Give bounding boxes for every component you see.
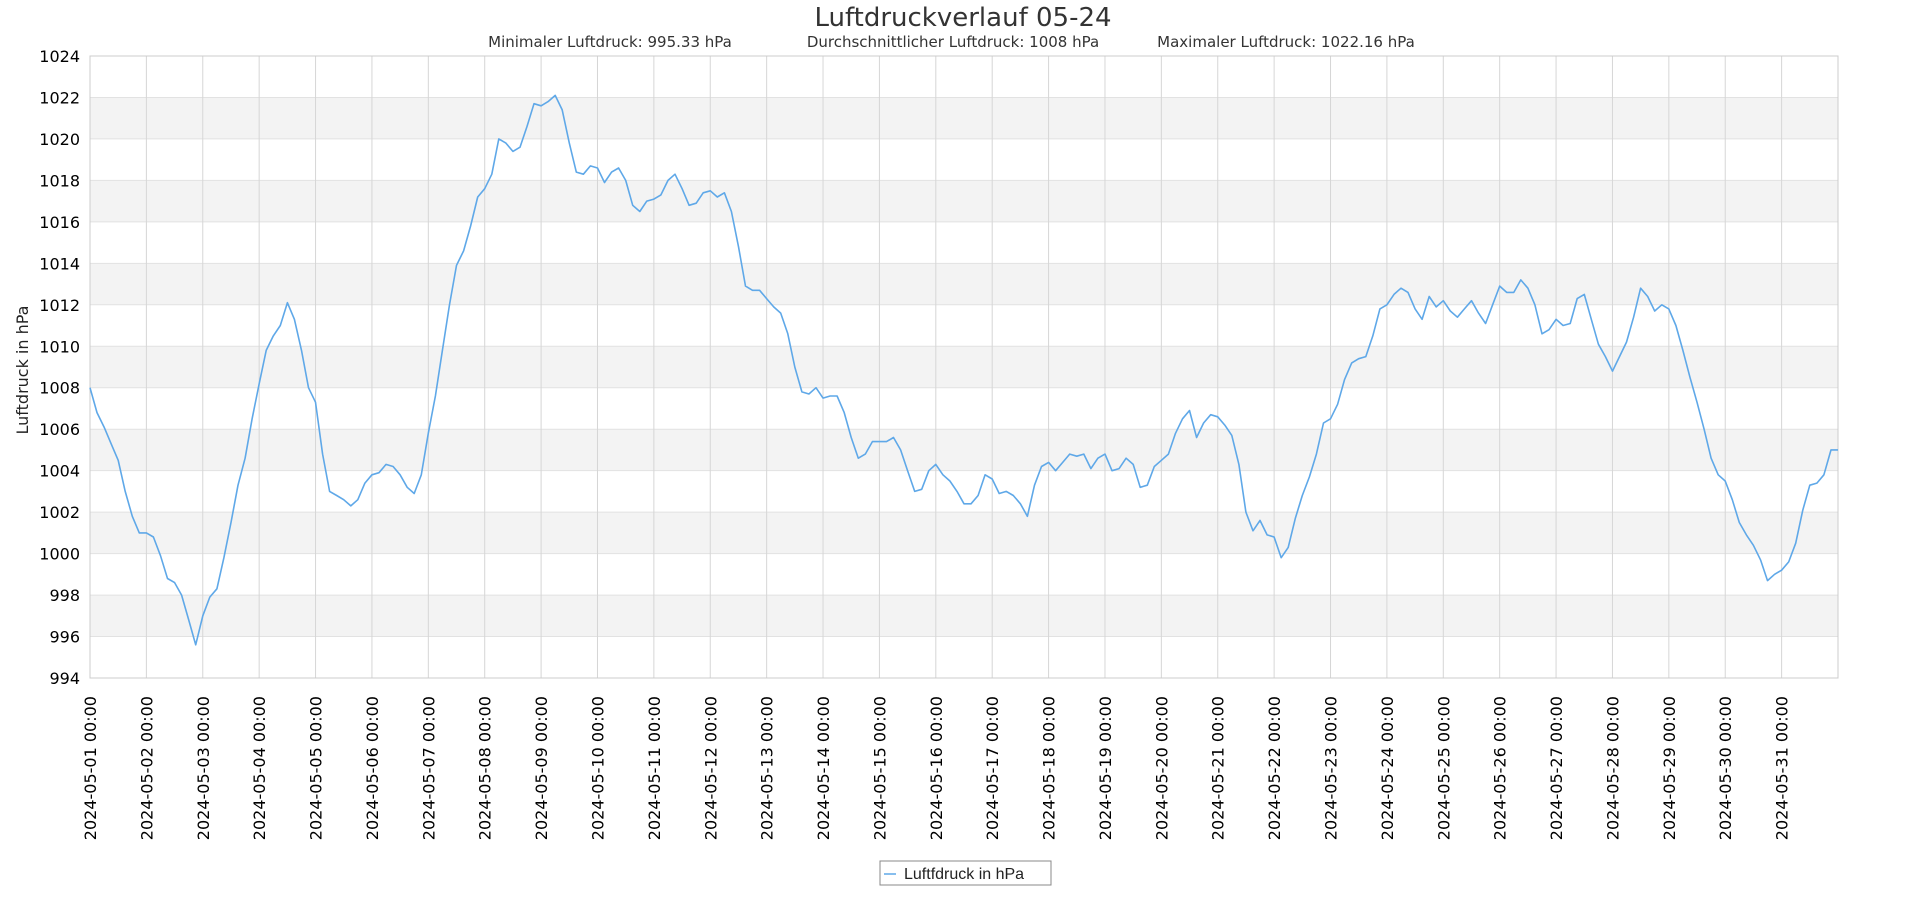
- grid-band: [90, 346, 1838, 388]
- y-tick-label: 1014: [39, 254, 80, 273]
- y-tick-label: 1008: [39, 379, 80, 398]
- x-tick-label: 2024-05-18 00:00: [1040, 696, 1059, 840]
- y-tick-label: 996: [49, 628, 80, 647]
- x-tick-label: 2024-05-25 00:00: [1434, 696, 1453, 840]
- x-tick-label: 2024-05-02 00:00: [137, 696, 156, 840]
- x-tick-label: 2024-05-29 00:00: [1660, 696, 1679, 840]
- x-tick-label: 2024-05-05 00:00: [307, 696, 326, 840]
- x-tick-label: 2024-05-21 00:00: [1209, 696, 1228, 840]
- y-tick-label: 1024: [39, 47, 80, 66]
- legend[interactable]: Luftfdruck in hPa: [879, 860, 1052, 886]
- legend-series-label[interactable]: Luftfdruck in hPa: [904, 866, 1024, 883]
- x-tick-label: 2024-05-11 00:00: [645, 696, 664, 840]
- x-tick-label: 2024-05-27 00:00: [1547, 696, 1566, 840]
- x-tick-label: 2024-05-24 00:00: [1378, 696, 1397, 840]
- y-tick-label: 1010: [39, 337, 80, 356]
- y-tick-label: 1020: [39, 130, 80, 149]
- x-tick-label: 2024-05-12 00:00: [701, 696, 720, 840]
- x-tick-label: 2024-05-04 00:00: [250, 696, 269, 840]
- y-tick-label: 1006: [39, 420, 80, 439]
- plot-frame: [89, 55, 1839, 679]
- y-axis-label: Luftdruck in hPa: [13, 306, 32, 435]
- y-tick-label: 1004: [39, 462, 80, 481]
- x-tick-label: 2024-05-13 00:00: [758, 696, 777, 840]
- x-tick-label: 2024-05-28 00:00: [1603, 696, 1622, 840]
- x-tick-label: 2024-05-10 00:00: [588, 696, 607, 840]
- y-tick-label: 1012: [39, 296, 80, 315]
- grid-band: [90, 180, 1838, 222]
- x-tick-label: 2024-05-17 00:00: [983, 696, 1002, 840]
- y-tick-label: 998: [49, 586, 80, 605]
- x-tick-label: 2024-05-16 00:00: [927, 696, 946, 840]
- x-tick-label: 2024-05-06 00:00: [363, 696, 382, 840]
- y-tick-label: 994: [49, 669, 80, 688]
- x-tick-label: 2024-05-08 00:00: [476, 696, 495, 840]
- x-tick-label: 2024-05-31 00:00: [1773, 696, 1792, 840]
- chart-title: Luftdruckverlauf 05-24: [814, 3, 1111, 33]
- x-tick-label: 2024-05-19 00:00: [1096, 696, 1115, 840]
- series-line: [89, 94, 1838, 646]
- x-tick-label: 2024-05-07 00:00: [419, 696, 438, 840]
- x-tick-label: 2024-05-15 00:00: [870, 696, 889, 840]
- x-tick-label: 2024-05-03 00:00: [194, 696, 213, 840]
- x-tick-label: 2024-05-20 00:00: [1152, 696, 1171, 840]
- x-tick-label: 2024-05-14 00:00: [814, 696, 833, 840]
- x-tick-label: 2024-05-30 00:00: [1716, 696, 1735, 840]
- y-tick-label: 1000: [39, 545, 80, 564]
- plot-background-bands: [90, 97, 1838, 637]
- x-tick-label: 2024-05-01 00:00: [81, 696, 100, 840]
- y-tick-label: 1022: [39, 88, 80, 107]
- y-axis-ticks: 994 996 998 1000 1002 1004 1006 1008 1010 1012 101…: [39, 47, 80, 688]
- stat-avg-pressure: Durchschnittlicher Luftdruck: 1008 hPa: [807, 33, 1099, 51]
- stat-max-pressure: Maximaler Luftdruck: 1022.16 hPa: [1157, 33, 1415, 51]
- x-tick-label: 2024-05-26 00:00: [1491, 696, 1510, 840]
- legend-box: [879, 860, 1052, 886]
- grid-band: [90, 97, 1838, 139]
- x-tick-label: 2024-05-23 00:00: [1322, 696, 1341, 840]
- series-layer: [89, 94, 1838, 646]
- y-tick-label: 1016: [39, 213, 80, 232]
- grid-band: [90, 263, 1838, 305]
- grid-band: [90, 429, 1838, 471]
- x-tick-label: 2024-05-09 00:00: [532, 696, 551, 840]
- x-tick-label: 2024-05-22 00:00: [1265, 696, 1284, 840]
- y-tick-label: 1018: [39, 171, 80, 190]
- x-axis-ticks: 2024-05-01 00:00 2024-05-02 00:00 2024-05-…: [81, 696, 1792, 840]
- y-tick-label: 1002: [39, 503, 80, 522]
- grid-band: [90, 512, 1838, 554]
- grid-band: [90, 595, 1838, 637]
- stat-min-pressure: Minimaler Luftdruck: 995.33 hPa: [488, 33, 732, 51]
